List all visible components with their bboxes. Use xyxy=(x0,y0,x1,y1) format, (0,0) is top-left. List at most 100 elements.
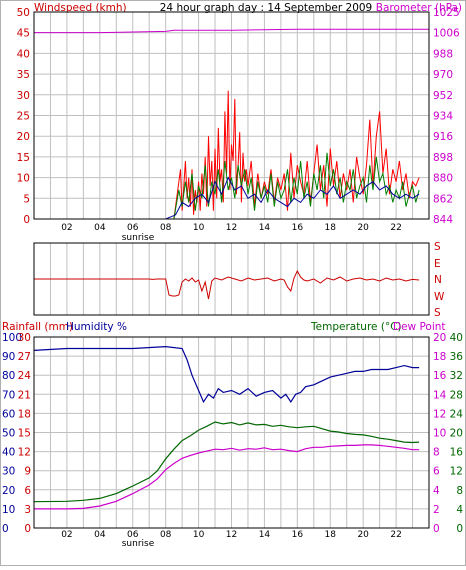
humidity-series-line xyxy=(33,345,420,404)
direction-label-e: E xyxy=(434,258,441,270)
temperature-tick-label: 4 xyxy=(456,504,463,516)
windspeed-tick-labels: 0 5 10 15 20 25 30 35 40 45 50 xyxy=(17,7,30,226)
direction-label-s-top: S xyxy=(434,241,441,253)
barometer-tick-labels: 844 862 880 898 916 934 952 970 988 1006 1025 xyxy=(433,7,460,226)
dewpoint-tick-label: 14 xyxy=(433,389,447,401)
wind-x-tick-label: 08 xyxy=(160,223,172,233)
temperature-x-tick-label: 14 xyxy=(259,530,271,540)
temperature-x-tick-label: 18 xyxy=(325,530,337,540)
wind-x-tick-label: 02 xyxy=(61,223,72,233)
barometer-axis-title: Barometer (hPa) xyxy=(376,2,462,14)
windspeed-tick-label: 10 xyxy=(17,173,30,185)
rainfall-tick-label: 18 xyxy=(18,408,31,420)
temperature-tick-label: 36 xyxy=(450,351,464,363)
barometer-tick-label: 844 xyxy=(433,214,453,226)
temperature-grid xyxy=(34,337,429,528)
wind-x-tick-label: 06 xyxy=(127,223,139,233)
barometer-tick-label: 862 xyxy=(433,193,453,205)
dewpoint-tick-label: 6 xyxy=(433,466,440,478)
temperature-tick-label: 20 xyxy=(450,428,463,440)
humidity-tick-label: 40 xyxy=(2,447,15,459)
barometer-tick-label: 898 xyxy=(433,152,453,164)
rainfall-tick-label: 6 xyxy=(24,485,31,497)
barometer-tick-label: 934 xyxy=(433,111,453,123)
rainfall-tick-label: 30 xyxy=(18,332,31,344)
humidity-tick-label: 30 xyxy=(2,466,15,478)
wind-plot-frame xyxy=(33,11,430,220)
direction-label-w: W xyxy=(434,291,445,303)
rainfall-tick-label: 3 xyxy=(24,504,31,516)
wind-barometer-panel: Windspeed (kmh) 24 hour graph day : 14 S… xyxy=(17,2,462,243)
temperature-plot-frame xyxy=(33,336,430,529)
temperature-tick-label: 32 xyxy=(450,370,463,382)
temperature-x-tick-label: 22 xyxy=(390,530,401,540)
humidity-tick-label: 80 xyxy=(2,370,15,382)
barometer-series-line xyxy=(34,28,429,34)
wind-grid xyxy=(34,12,429,219)
dewpoint-tick-label: 2 xyxy=(433,504,440,516)
wind-hour-tick-labels: 02 04 06 08 10 12 14 16 18 20 22 xyxy=(61,223,402,233)
chart-title: 24 hour graph day : 14 September 2009 xyxy=(160,2,372,14)
wind-x-tick-label: 22 xyxy=(390,223,401,233)
sunrise-label-top: sunrise xyxy=(122,233,155,243)
temperature-x-tick-label: 06 xyxy=(127,530,139,540)
sunrise-label-bottom: sunrise xyxy=(122,539,155,549)
windspeed-tick-label: 20 xyxy=(17,131,30,143)
dewpoint-tick-label: 12 xyxy=(433,408,446,420)
dewpoint-tick-label: 4 xyxy=(433,485,440,497)
humidity-rainfall-tick-labels: 0 10 20 30 40 50 60 70 80 90 100 0 3 6 9 12 15 18 21 24 27 30 xyxy=(2,332,31,535)
dewpoint-tick-label: 0 xyxy=(433,523,440,535)
barometer-tick-label: 880 xyxy=(433,173,453,185)
temperature-axis-title: Temperature (°C) xyxy=(310,321,402,333)
barometer-tick-label: 916 xyxy=(433,131,453,143)
humidity-axis-title: Humidity % xyxy=(66,321,127,333)
wind-x-tick-label: 14 xyxy=(259,223,271,233)
rainfall-axis-title: Rainfall (mm) xyxy=(2,321,73,333)
temperature-panel: Rainfall (mm) Humidity % Temperature (°C… xyxy=(2,321,463,549)
rainfall-tick-label: 21 xyxy=(18,389,31,401)
rainfall-tick-label: 12 xyxy=(18,447,31,459)
temperature-tick-label: 16 xyxy=(450,447,464,459)
dewpoint-tick-label: 10 xyxy=(433,428,446,440)
temperature-tick-label: 24 xyxy=(450,408,464,420)
temperature-series-line xyxy=(33,421,420,503)
temperature-x-tick-label: 08 xyxy=(160,530,172,540)
avg_blue-series-line xyxy=(34,176,420,220)
temperature-series xyxy=(33,345,420,510)
dewpoint-tick-label: 8 xyxy=(433,447,440,459)
wind-barometer-series xyxy=(34,28,429,220)
rainfall-tick-label: 9 xyxy=(24,466,31,478)
temperature-x-tick-label: 02 xyxy=(61,530,72,540)
windspeed-tick-label: 5 xyxy=(23,193,30,205)
direction-label-n: N xyxy=(434,274,442,286)
windspeed-tick-label: 25 xyxy=(17,111,30,123)
temperature-x-tick-label: 16 xyxy=(292,530,304,540)
wind-x-tick-label: 20 xyxy=(357,223,369,233)
wind-x-tick-label: 10 xyxy=(193,223,205,233)
wind-x-tick-label: 04 xyxy=(94,223,106,233)
temperature-x-tick-label: 20 xyxy=(357,530,369,540)
wind-x-tick-label: 12 xyxy=(226,223,237,233)
rainfall-tick-label: 15 xyxy=(18,428,31,440)
humidity-tick-label: 20 xyxy=(2,485,15,497)
humidity-tick-label: 10 xyxy=(2,504,15,516)
temperature-tick-label: 40 xyxy=(450,332,463,344)
barometer-tick-label: 970 xyxy=(433,69,453,81)
direction-plot-frame xyxy=(33,242,430,316)
direction-label-s-bottom: S xyxy=(434,307,441,319)
windspeed-tick-label: 0 xyxy=(23,214,30,226)
temperature-x-tick-label: 04 xyxy=(94,530,106,540)
dewpoint-axis-title: Dew Point xyxy=(393,321,446,333)
temperature-tick-label: 0 xyxy=(456,523,463,535)
humidity-tick-label: 100 xyxy=(2,332,22,344)
dewpoint-series-line xyxy=(34,444,420,510)
windspeed-tick-label: 40 xyxy=(17,48,30,60)
barometer-tick-label: 988 xyxy=(433,48,453,60)
rainfall-tick-label: 27 xyxy=(18,351,31,363)
windspeed-tick-label: 15 xyxy=(17,152,30,164)
humidity-tick-label: 70 xyxy=(2,389,15,401)
humidity-tick-label: 60 xyxy=(2,408,15,420)
barometer-tick-label: 952 xyxy=(433,90,453,102)
barometer-tick-label: 1025 xyxy=(433,7,460,19)
